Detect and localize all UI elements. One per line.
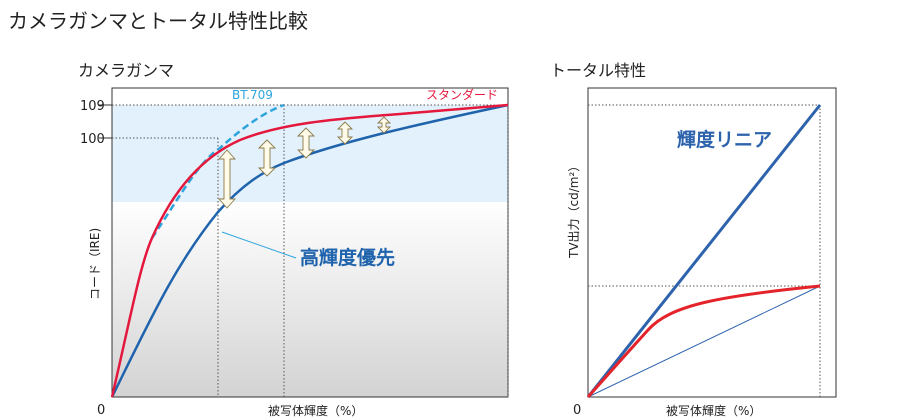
left-y-axis-label: コード（IRE): [88, 228, 102, 300]
main-title: カメラガンマとトータル特性比較: [8, 9, 308, 33]
diff-arrow: [336, 121, 354, 145]
total-characteristic-curve: [586, 284, 821, 399]
diff-arrow: [296, 127, 316, 159]
legend-standard: スタンダード: [426, 87, 498, 102]
right-y-axis-label: TV出力（cd/m²）: [567, 160, 581, 259]
difference-arrows: [217, 116, 392, 209]
diff-arrow: [217, 149, 237, 209]
left-panel-title: カメラガンマ: [78, 61, 175, 80]
high-priority-curve: [110, 103, 509, 398]
annotation-high-priority: 高輝度優先: [300, 246, 395, 269]
right-panel-title: トータル特性: [550, 61, 647, 80]
left-chart: 109 100 高輝度優先 BT.709 スタンダード 0 被写体輝度（%） コ…: [80, 87, 509, 418]
annotation-leader-line: [221, 231, 297, 259]
right-x-axis-label: 被写体輝度（%）: [666, 403, 761, 418]
diff-arrow: [376, 116, 392, 134]
linear-response-line: [586, 104, 822, 398]
reference-line: [587, 285, 821, 398]
left-origin-label: 0: [97, 403, 105, 418]
annotation-linear: 輝度リニア: [677, 128, 772, 151]
legend-bt709: BT.709: [232, 88, 273, 102]
standard-curve: [110, 103, 509, 398]
tick-label-109: 109: [80, 99, 105, 114]
right-chart: 輝度リニア 0 被写体輝度（%） TV出力（cd/m²）: [567, 87, 837, 418]
tick-label-100: 100: [80, 132, 105, 147]
right-origin-label: 0: [573, 403, 581, 418]
left-background-gradient: [112, 202, 508, 397]
diff-arrow: [257, 139, 277, 177]
bt709-curve: [150, 103, 285, 239]
right-plot-frame: [587, 87, 837, 398]
left-x-axis-label: 被写体輝度（%）: [268, 403, 363, 418]
